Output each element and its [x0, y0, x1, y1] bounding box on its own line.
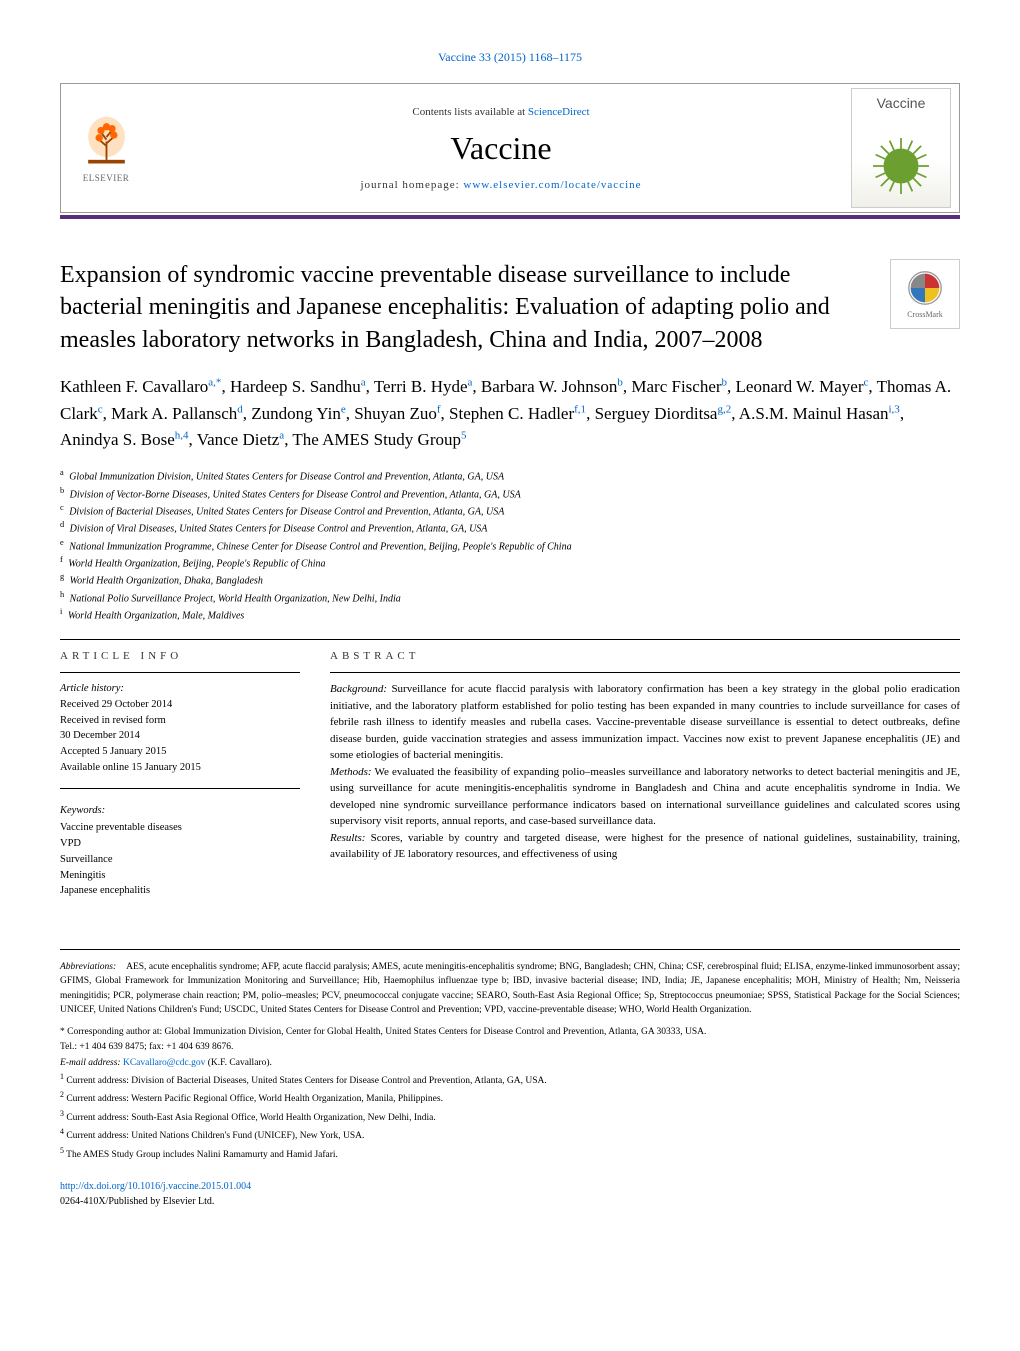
footnote: 3 Current address: South-East Asia Regio… — [60, 1108, 960, 1125]
corresponding-tel: Tel.: +1 404 639 8475; fax: +1 404 639 8… — [60, 1040, 960, 1054]
author: Serguey Diorditsag,2 — [595, 404, 732, 423]
affiliation: i World Health Organization, Male, Maldi… — [60, 606, 960, 623]
author: Terri B. Hydea — [374, 377, 473, 396]
author: Vance Dietza — [197, 430, 284, 449]
journal-cover-title: Vaccine — [877, 95, 926, 111]
history-line: Received 29 October 2014 — [60, 697, 300, 713]
footnote: 2 Current address: Western Pacific Regio… — [60, 1089, 960, 1106]
crossmark-badge[interactable]: CrossMark — [890, 259, 960, 329]
author: Stephen C. Hadlerf,1 — [449, 404, 586, 423]
author-list: Kathleen F. Cavallaroa,*, Hardeep S. San… — [60, 374, 960, 453]
author: Barbara W. Johnsonb — [481, 377, 623, 396]
abstract-paragraph: Methods: We evaluated the feasibility of… — [330, 764, 960, 830]
divider — [330, 672, 960, 673]
author: Leonard W. Mayerc — [736, 377, 869, 396]
footnotes: * Corresponding author at: Global Immuni… — [60, 1025, 960, 1162]
elsevier-label: ELSEVIER — [83, 173, 130, 183]
history-label: Article history: — [60, 681, 300, 697]
divider — [60, 788, 300, 789]
history-line: Received in revised form — [60, 713, 300, 729]
keyword: Meningitis — [60, 868, 300, 884]
email-link[interactable]: KCavallaro@cdc.gov — [123, 1058, 205, 1068]
history-line: 30 December 2014 — [60, 728, 300, 744]
elsevier-logo: ELSEVIER — [61, 106, 151, 191]
affiliation: f World Health Organization, Beijing, Pe… — [60, 554, 960, 571]
abbrev-label: Abbreviations: — [60, 962, 116, 972]
corresponding-email-line: E-mail address: KCavallaro@cdc.gov (K.F.… — [60, 1056, 960, 1070]
footnote: 5 The AMES Study Group includes Nalini R… — [60, 1145, 960, 1162]
affiliation: d Division of Viral Diseases, United Sta… — [60, 519, 960, 536]
author: Mark A. Pallanschd — [111, 404, 243, 423]
affiliation: b Division of Vector-Borne Diseases, Uni… — [60, 485, 960, 502]
abbrev-text: AES, acute encephalitis syndrome; AFP, a… — [60, 962, 960, 1015]
author: A.S.M. Mainul Hasani,3 — [739, 404, 900, 423]
abstract-paragraph: Results: Scores, variable by country and… — [330, 830, 960, 863]
copyright: 0264-410X/Published by Elsevier Ltd. — [60, 1196, 960, 1207]
affiliation: g World Health Organization, Dhaka, Bang… — [60, 571, 960, 588]
history-line: Available online 15 January 2015 — [60, 760, 300, 776]
abstract-paragraph: Background: Surveillance for acute flacc… — [330, 681, 960, 764]
author: Hardeep S. Sandhua — [230, 377, 366, 396]
journal-cover-thumbnail: Vaccine — [851, 88, 951, 208]
contents-line: Contents lists available at ScienceDirec… — [151, 106, 851, 118]
homepage-link[interactable]: www.elsevier.com/locate/vaccine — [463, 179, 641, 191]
author: The AMES Study Group5 — [292, 430, 466, 449]
affiliation: h National Polio Surveillance Project, W… — [60, 589, 960, 606]
history-line: Accepted 5 January 2015 — [60, 744, 300, 760]
footnote: 1 Current address: Division of Bacterial… — [60, 1071, 960, 1088]
affiliation: c Division of Bacterial Diseases, United… — [60, 502, 960, 519]
keyword: VPD — [60, 836, 300, 852]
crossmark-icon — [907, 270, 943, 306]
affiliation: e National Immunization Programme, Chine… — [60, 537, 960, 554]
doi-link[interactable]: http://dx.doi.org/10.1016/j.vaccine.2015… — [60, 1181, 251, 1192]
keyword: Japanese encephalitis — [60, 883, 300, 899]
footnote: 4 Current address: United Nations Childr… — [60, 1126, 960, 1143]
keywords-label: Keywords: — [60, 803, 300, 819]
abbreviations-block: Abbreviations:AES, acute encephalitis sy… — [60, 949, 960, 1017]
keyword: Surveillance — [60, 852, 300, 868]
abstract-body: Background: Surveillance for acute flacc… — [330, 681, 960, 863]
author: Zundong Yine — [251, 404, 345, 423]
article-history: Article history: Received 29 October 201… — [60, 681, 300, 899]
author: Kathleen F. Cavallaroa,* — [60, 377, 221, 396]
affiliation: a Global Immunization Division, United S… — [60, 467, 960, 484]
keyword: Vaccine preventable diseases — [60, 820, 300, 836]
affiliation-list: a Global Immunization Division, United S… — [60, 467, 960, 623]
author: Marc Fischerb — [631, 377, 727, 396]
article-title: Expansion of syndromic vaccine preventab… — [60, 259, 960, 356]
divider — [60, 639, 960, 640]
crossmark-label: CrossMark — [907, 310, 943, 319]
purple-divider — [60, 215, 960, 219]
corresponding-author-note: * Corresponding author at: Global Immuni… — [60, 1025, 960, 1039]
journal-reference: Vaccine 33 (2015) 1168–1175 — [60, 50, 960, 65]
journal-name: Vaccine — [151, 130, 851, 167]
author: Shuyan Zuof — [354, 404, 440, 423]
journal-header: ELSEVIER Contents lists available at Sci… — [60, 83, 960, 213]
doi-block: http://dx.doi.org/10.1016/j.vaccine.2015… — [60, 1176, 960, 1207]
article-info-heading: article info — [60, 650, 300, 662]
homepage-line: journal homepage: www.elsevier.com/locat… — [151, 179, 851, 191]
abstract-heading: abstract — [330, 650, 960, 662]
sciencedirect-link[interactable]: ScienceDirect — [528, 106, 590, 118]
divider — [60, 672, 300, 673]
vaccine-cover-icon — [866, 131, 936, 201]
author: Anindya S. Boseh,4 — [60, 430, 189, 449]
elsevier-tree-icon — [79, 114, 134, 169]
